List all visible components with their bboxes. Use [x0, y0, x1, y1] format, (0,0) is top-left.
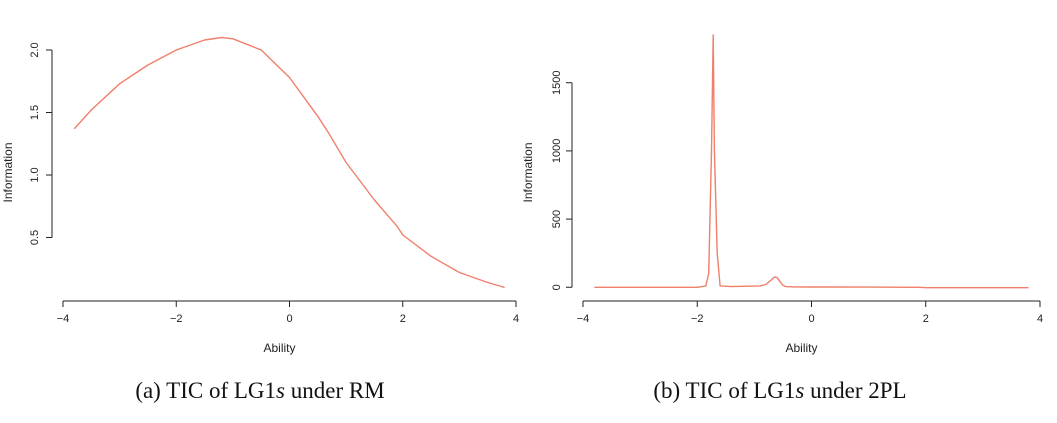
chart-a: −4 −2 0 2 4 Ability 0.5 1.0 1.5 2.0 Information: [1, 36, 519, 355]
chart-a-y-tick-label: 1.5: [29, 105, 41, 120]
chart-a-plot: −4 −2 0 2 4 Ability 0.5 1.0 1.5 2.0 Information: [1, 36, 519, 355]
chart-a-y-axis-title: Information: [1, 142, 15, 202]
caption-a-italic: s: [276, 378, 285, 403]
chart-b-x-tick-label: 0: [808, 313, 814, 325]
caption-a-suffix: under RM: [285, 378, 385, 403]
chart-b-x-tick-label: −4: [577, 313, 590, 325]
chart-b-y-tick-label: 0: [551, 284, 563, 290]
chart-b-y-tick-label: 500: [551, 210, 563, 228]
chart-b-y-tick-label: 1000: [551, 139, 563, 163]
chart-b-plot: −4 −2 0 2 4 Ability 0 500 1000 1500 Information: [521, 34, 1043, 355]
caption-b: (b) TIC of LG1s under 2PL: [560, 378, 1000, 404]
chart-b-x-tick-label: 2: [923, 313, 929, 325]
chart-a-x-tick-label: 2: [400, 313, 406, 325]
caption-b-italic: s: [795, 378, 805, 403]
chart-a-y-tick-label: 1.0: [29, 167, 41, 182]
chart-a-series-line: [73, 36, 505, 289]
caption-b-suffix: under 2PL: [804, 378, 907, 403]
chart-b-x-axis-title: Ability: [785, 341, 817, 355]
chart-a-x-tick-label: −4: [57, 313, 70, 325]
chart-a-y-tick-label: 0.5: [29, 230, 41, 245]
chart-b-y-axis-title: Information: [521, 142, 535, 202]
chart-a-x-tick-label: 4: [513, 313, 519, 325]
chart-b-x-tick-label: −2: [691, 313, 704, 325]
caption-b-prefix: (b) TIC of LG1: [653, 378, 796, 403]
chart-b: −4 −2 0 2 4 Ability 0 500 1000 1500 Information: [521, 34, 1043, 355]
caption-a-prefix: (a) TIC of LG1: [135, 378, 277, 403]
chart-b-x-tick-label: 4: [1037, 313, 1043, 325]
chart-a-x-tick-label: 0: [286, 313, 292, 325]
chart-a-y-tick-label: 2.0: [29, 42, 41, 57]
chart-b-y-tick-label: 1500: [551, 70, 563, 94]
chart-a-x-tick-label: −2: [170, 313, 183, 325]
caption-a: (a) TIC of LG1s under RM: [40, 378, 480, 404]
chart-b-series-line: [594, 34, 1029, 289]
chart-a-x-axis-title: Ability: [263, 341, 295, 355]
